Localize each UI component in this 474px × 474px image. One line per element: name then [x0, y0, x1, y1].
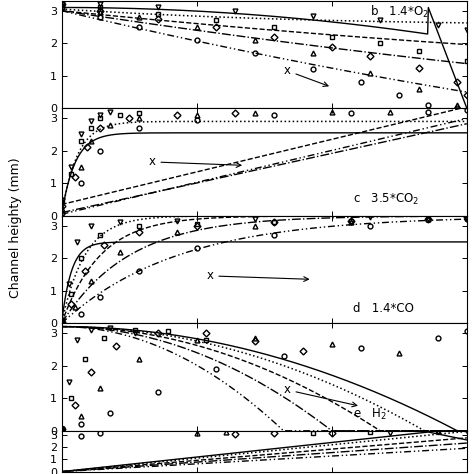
- Text: x: x: [148, 155, 241, 168]
- Text: x: x: [283, 383, 357, 407]
- Text: d   1.4*CO: d 1.4*CO: [354, 302, 414, 315]
- Text: e   H$_2$: e H$_2$: [354, 407, 387, 422]
- Text: Channel heighty (mm): Channel heighty (mm): [9, 157, 21, 298]
- Text: x: x: [283, 64, 328, 86]
- Text: x: x: [206, 269, 309, 283]
- Text: c   3.5*CO$_2$: c 3.5*CO$_2$: [354, 192, 419, 207]
- Text: b   1.4*O$_2$: b 1.4*O$_2$: [370, 4, 428, 20]
